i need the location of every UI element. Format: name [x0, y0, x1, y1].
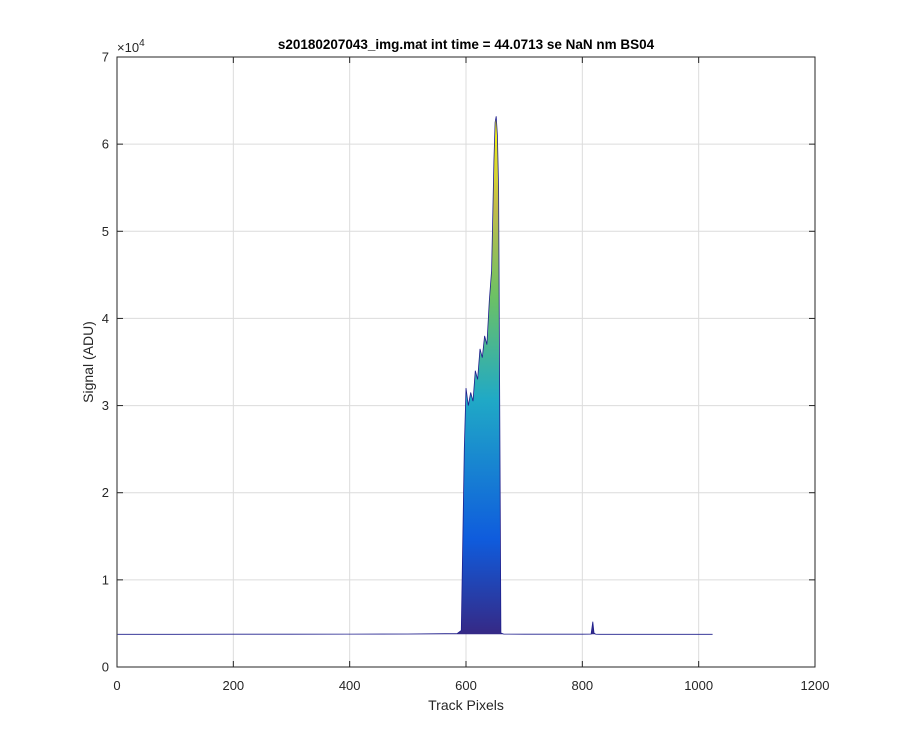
x-tick-label: 1200 — [801, 678, 830, 693]
x-tick-label: 400 — [339, 678, 361, 693]
y-exponent-base: ×10 — [117, 40, 139, 55]
x-tick-label: 800 — [571, 678, 593, 693]
x-axis-title: Track Pixels — [428, 697, 504, 713]
x-tick-label: 0 — [113, 678, 120, 693]
y-tick-label: 6 — [102, 137, 109, 152]
data-layer — [117, 116, 713, 635]
y-tick-label: 4 — [102, 311, 109, 326]
y-axis-title: Signal (ADU) — [80, 321, 96, 403]
x-tick-label: 1000 — [684, 678, 713, 693]
signal-line — [117, 116, 713, 635]
y-exponent-label: ×104 — [117, 38, 145, 55]
axes: 0 200 400 600 800 1000 1200 0 1 2 3 4 5 6 7 — [102, 50, 830, 694]
y-tick-label: 5 — [102, 224, 109, 239]
grid-lines — [117, 57, 815, 667]
y-tick-label: 3 — [102, 398, 109, 413]
y-tick-label: 2 — [102, 485, 109, 500]
y-tick-label: 7 — [102, 50, 109, 65]
y-exponent-power: 4 — [139, 38, 145, 49]
x-tick-label: 600 — [455, 678, 477, 693]
y-tick-label: 0 — [102, 660, 109, 675]
chart-title: s20180207043_img.mat int time = 44.0713 … — [278, 37, 655, 52]
x-tick-label: 200 — [222, 678, 244, 693]
y-tick-label: 1 — [102, 572, 109, 587]
